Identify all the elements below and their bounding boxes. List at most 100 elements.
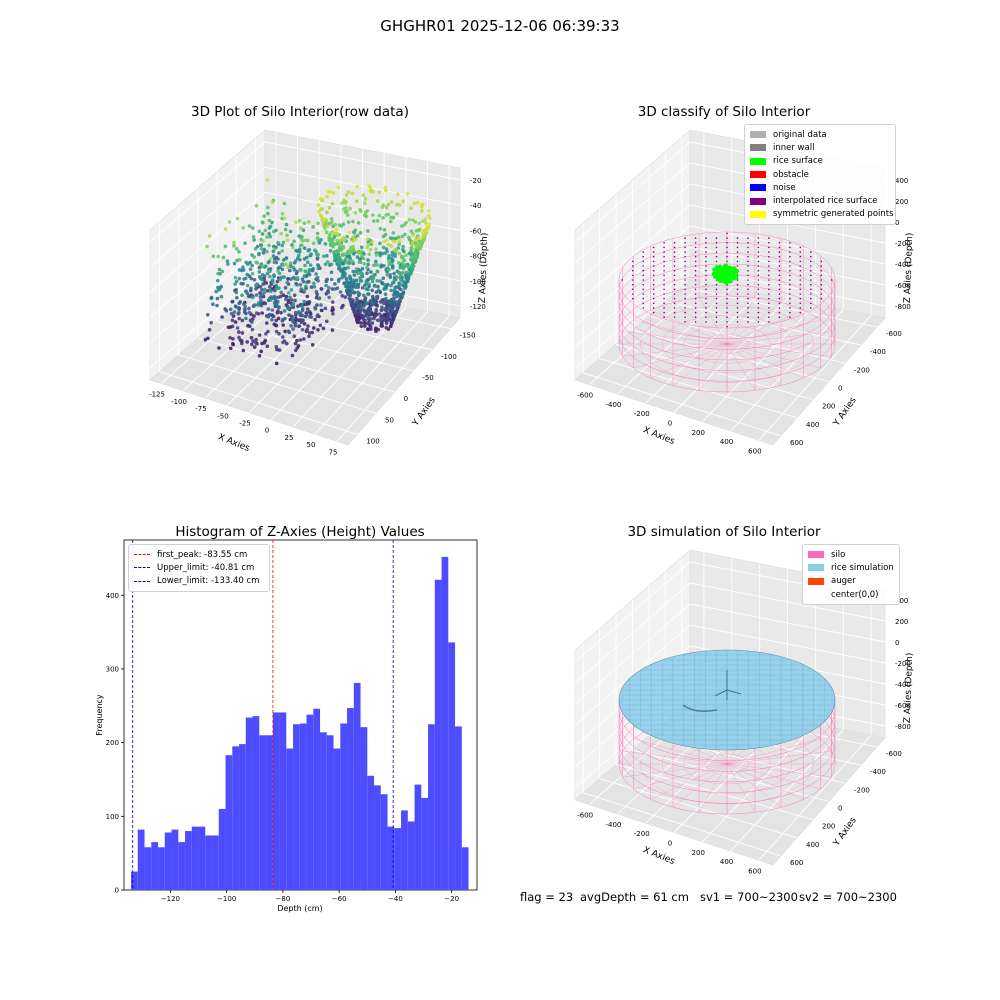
scatter-point bbox=[333, 287, 337, 291]
silo-floor-spoke bbox=[726, 302, 782, 345]
scatter-point bbox=[397, 238, 402, 242]
scatter-point bbox=[367, 184, 371, 189]
scatter-point bbox=[244, 316, 248, 321]
scatter-point bbox=[299, 287, 304, 291]
interpolated-point bbox=[726, 307, 728, 309]
interpolated-point bbox=[684, 274, 686, 277]
scatter-point bbox=[357, 260, 362, 264]
scatter-point bbox=[220, 269, 225, 274]
scatter-point bbox=[277, 348, 282, 352]
scatter-point bbox=[211, 254, 216, 259]
scatter-point bbox=[277, 305, 281, 309]
scatter-point bbox=[379, 264, 383, 269]
scatter-point bbox=[345, 279, 349, 283]
status-sv2: sv2 = 700~2300 bbox=[799, 890, 897, 904]
scatter-point bbox=[250, 327, 255, 332]
interpolated-point bbox=[768, 269, 770, 272]
scatter-point bbox=[237, 330, 241, 334]
interpolated-point bbox=[789, 302, 791, 305]
status-sv1: sv1 = 700~2300 bbox=[700, 890, 798, 904]
interpolated-point bbox=[705, 255, 707, 258]
interpolated-point bbox=[778, 251, 781, 253]
interpolated-point bbox=[778, 279, 781, 281]
scatter-point bbox=[323, 306, 328, 311]
z-tick-label: 400 bbox=[895, 177, 908, 185]
scatter-point bbox=[307, 220, 311, 224]
interpolated-point bbox=[799, 255, 802, 258]
scatter-point bbox=[272, 257, 277, 261]
z-tick-label: -200 bbox=[895, 240, 911, 248]
interpolated-point bbox=[652, 307, 655, 309]
scatter-point bbox=[299, 319, 304, 323]
scatter-point bbox=[354, 267, 359, 271]
legend-item-rice-simulation: rice simulation bbox=[808, 561, 894, 574]
scatter-point bbox=[266, 307, 271, 311]
interpolated-point bbox=[642, 260, 644, 263]
scatter-point bbox=[398, 297, 402, 301]
interpolated-point bbox=[799, 246, 802, 249]
interpolated-point bbox=[652, 297, 655, 300]
z-tick-label: 0 bbox=[895, 639, 899, 647]
raw-scatter-3d-plot: -125 -100 -75 -50 -25 0 25 50 75 100 50 0 -50 -100 -15… bbox=[149, 130, 490, 456]
interpolated-point bbox=[747, 269, 749, 272]
interpolated-point bbox=[726, 237, 728, 239]
scatter-point bbox=[260, 288, 264, 292]
scatter-point bbox=[385, 310, 389, 315]
scatter-point bbox=[278, 277, 282, 282]
legend-item-upper-limit: Upper_limit: -40.81 cm bbox=[134, 561, 264, 574]
scatter-point bbox=[386, 242, 391, 247]
z-tick-label: -200 bbox=[895, 660, 911, 668]
interpolated-point bbox=[778, 311, 781, 314]
legend-item-symmetric-generated-points: symmetric generated points bbox=[750, 208, 894, 221]
interpolated-point bbox=[757, 293, 760, 295]
interpolated-point bbox=[694, 297, 697, 300]
scatter-point bbox=[275, 286, 280, 290]
grid-z bbox=[149, 242, 461, 344]
scatter-point bbox=[293, 323, 298, 328]
scatter-point bbox=[390, 302, 395, 307]
scatter-point bbox=[248, 267, 253, 271]
scatter-point bbox=[325, 210, 329, 215]
interpolated-point bbox=[663, 293, 665, 295]
scatter-point bbox=[319, 214, 323, 218]
scatter-point bbox=[423, 217, 428, 221]
x-tick-label: 0 bbox=[668, 420, 672, 428]
scatter-point bbox=[297, 324, 302, 328]
scatter-point bbox=[215, 296, 220, 301]
scatter-point bbox=[285, 341, 289, 346]
interpolated-point bbox=[684, 311, 686, 314]
scatter-point bbox=[339, 258, 343, 263]
plot4-ylabel: Y Axies bbox=[831, 815, 859, 848]
histogram-bar bbox=[367, 775, 375, 890]
y-tick-label: -600 bbox=[886, 330, 902, 338]
y-tick-label: 0 bbox=[115, 887, 119, 895]
interpolated-point bbox=[736, 321, 739, 323]
scatter-point bbox=[378, 241, 382, 246]
interpolated-point bbox=[799, 311, 802, 314]
histogram-bar bbox=[259, 735, 267, 890]
scatter-point bbox=[221, 255, 226, 260]
scatter-point bbox=[253, 247, 258, 251]
histogram-xlabel: Depth (cm) bbox=[277, 904, 322, 913]
scatter-point bbox=[300, 234, 304, 239]
scatter-point bbox=[291, 275, 296, 280]
scatter-point bbox=[316, 296, 321, 301]
interpolated-point bbox=[673, 255, 676, 258]
scatter-point bbox=[283, 227, 288, 232]
scatter-point bbox=[295, 282, 299, 287]
interpolated-point bbox=[747, 297, 749, 300]
scatter-point bbox=[252, 303, 257, 307]
interpolated-point bbox=[757, 288, 760, 291]
scatter-point bbox=[388, 324, 393, 329]
interpolated-point bbox=[768, 307, 770, 309]
scatter-point bbox=[400, 283, 405, 287]
interpolated-point bbox=[799, 274, 802, 277]
scatter-point bbox=[243, 276, 248, 281]
scatter-point bbox=[420, 230, 425, 234]
interpolated-point bbox=[726, 311, 728, 314]
scatter-point bbox=[294, 348, 298, 353]
scatter-point bbox=[396, 192, 400, 197]
scatter-point bbox=[237, 310, 241, 315]
scatter-point bbox=[217, 267, 222, 272]
scatter-point bbox=[378, 279, 383, 283]
